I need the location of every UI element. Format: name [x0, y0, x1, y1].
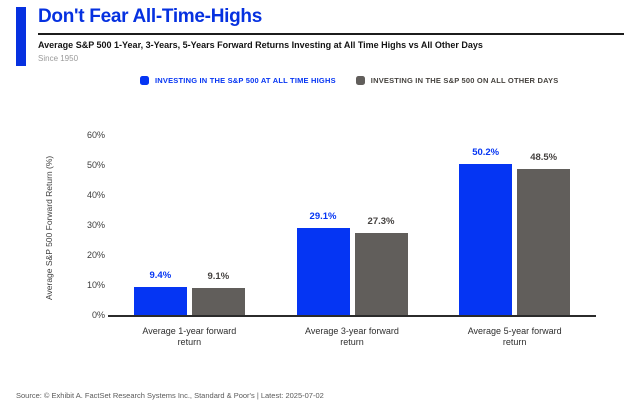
legend-marker-gray-icon	[355, 76, 365, 85]
x-axis-category-label: Average 1-year forward return	[142, 326, 237, 347]
chart-subtitle: Average S&P 500 1-Year, 3-Years, 5-Years…	[38, 40, 483, 50]
x-axis-line	[108, 315, 596, 317]
title-accent-bar	[16, 7, 26, 66]
bar-value-label: 48.5%	[530, 152, 558, 163]
y-axis-tick-label: 0%	[91, 310, 105, 320]
bar-value-label: 27.3%	[367, 216, 395, 227]
bar-value-label: 29.1%	[309, 211, 337, 222]
legend-item-all-time-highs: INVESTING IN THE S&P 500 AT ALL TIME HIG…	[140, 76, 336, 85]
bar-value-label: 9.4%	[149, 270, 172, 281]
y-axis-tick-label: 60%	[86, 130, 105, 140]
y-axis-tick-label: 30%	[86, 220, 105, 230]
bar-all-other-days	[354, 233, 408, 315]
y-axis-title: Average S&P 500 Forward Return (%)	[44, 155, 54, 301]
chart-title: Don't Fear All-Time-Highs	[38, 6, 262, 27]
legend-marker-blue-icon	[140, 76, 149, 85]
legend-label-all-other-days: INVESTING IN THE S&P 500 ON ALL OTHER DA…	[370, 76, 559, 85]
bar-all-time-highs	[296, 228, 350, 315]
y-axis-tick-label: 50%	[86, 160, 105, 170]
bar-value-label: 50.2%	[472, 147, 500, 158]
bar-all-time-highs	[459, 164, 513, 315]
bar-all-time-highs	[133, 287, 187, 315]
y-axis-tick-label: 40%	[86, 190, 105, 200]
bar-all-other-days	[517, 169, 571, 315]
legend-item-all-other-days: INVESTING IN THE S&P 500 ON ALL OTHER DA…	[355, 76, 559, 85]
chart-period-note: Since 1950	[38, 54, 79, 63]
x-axis-category-label: Average 3-year forward return	[305, 326, 399, 347]
y-axis-tick-label: 20%	[86, 250, 105, 260]
y-axis-tick-label: 10%	[86, 280, 105, 290]
source-attribution: Source: © Exhibit A. FactSet Research Sy…	[16, 391, 324, 400]
chart-legend: INVESTING IN THE S&P 500 AT ALL TIME HIG…	[140, 76, 558, 85]
bar-all-other-days	[191, 288, 245, 315]
x-axis-category-label: Average 5-year forward return	[467, 326, 562, 347]
bar-value-label: 9.1%	[207, 271, 230, 282]
legend-label-all-time-highs: INVESTING IN THE S&P 500 AT ALL TIME HIG…	[155, 76, 336, 85]
header-divider	[38, 33, 624, 35]
